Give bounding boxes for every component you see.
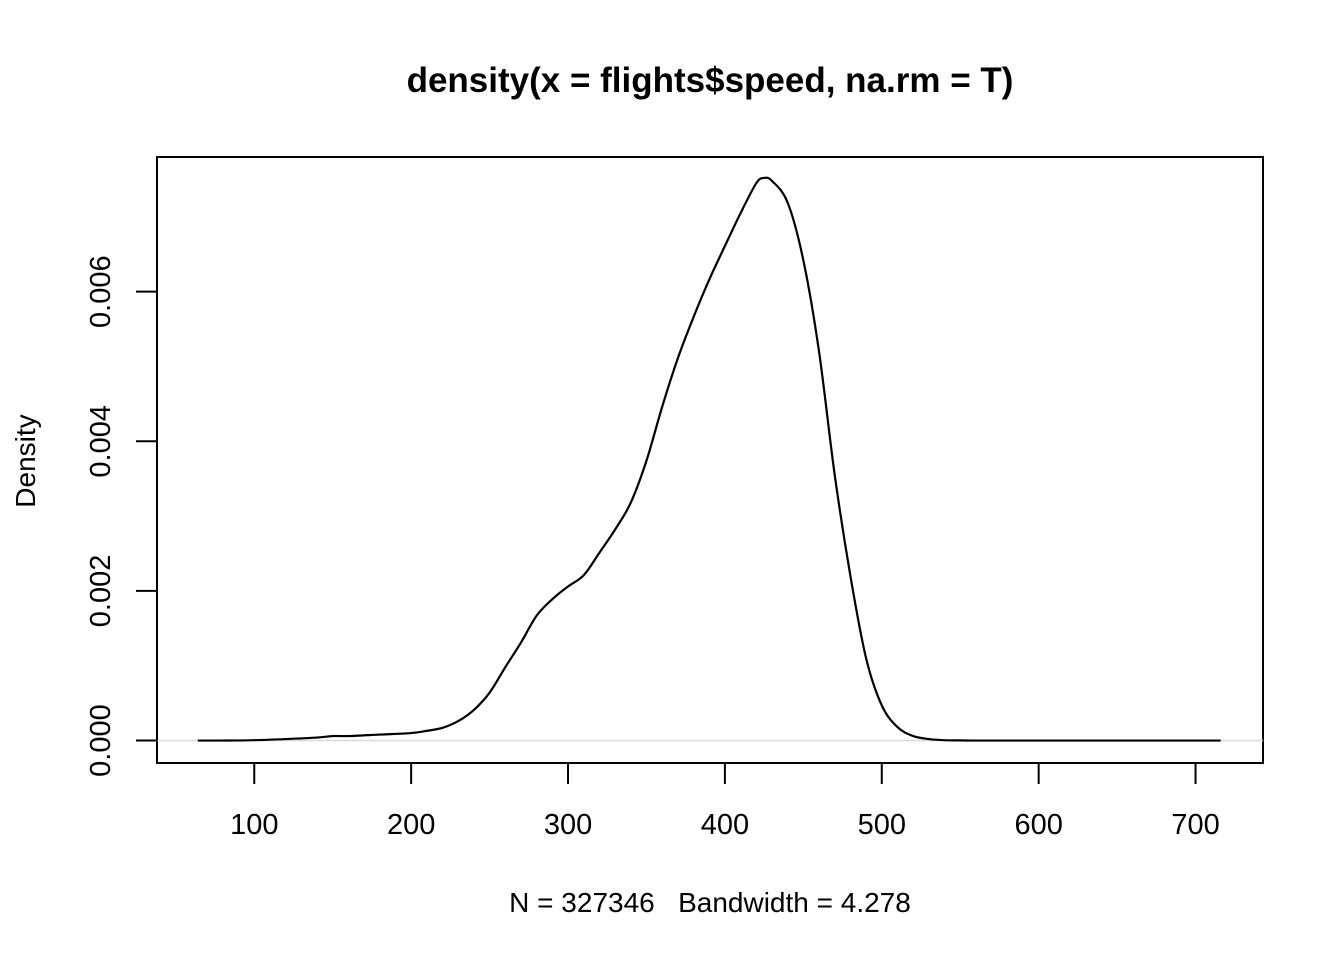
y-tick-label: 0.006 — [85, 255, 117, 328]
y-axis-label: Density — [10, 414, 41, 507]
x-tick-label: 700 — [1171, 809, 1219, 841]
y-tick-label: 0.002 — [85, 555, 117, 628]
x-tick-label: 600 — [1014, 809, 1062, 841]
x-axis: 100 200 300 400 500 600 700 — [230, 762, 1220, 841]
y-tick-label: 0.004 — [85, 405, 117, 478]
x-tick-label: 500 — [858, 809, 906, 841]
x-tick-label: 400 — [701, 809, 749, 841]
x-tick-label: 300 — [544, 809, 592, 841]
plot-frame — [156, 156, 1264, 764]
x-axis-label: N = 327346 Bandwidth = 4.278 — [509, 887, 911, 918]
x-tick-label: 200 — [387, 809, 435, 841]
x-tick-label: 100 — [230, 809, 278, 841]
y-axis: 0.000 0.002 0.004 0.006 — [85, 255, 158, 777]
density-curve — [197, 176, 1221, 742]
chart-title: density(x = flights$speed, na.rm = T) — [407, 61, 1014, 100]
y-tick-label: 0.000 — [85, 704, 117, 777]
